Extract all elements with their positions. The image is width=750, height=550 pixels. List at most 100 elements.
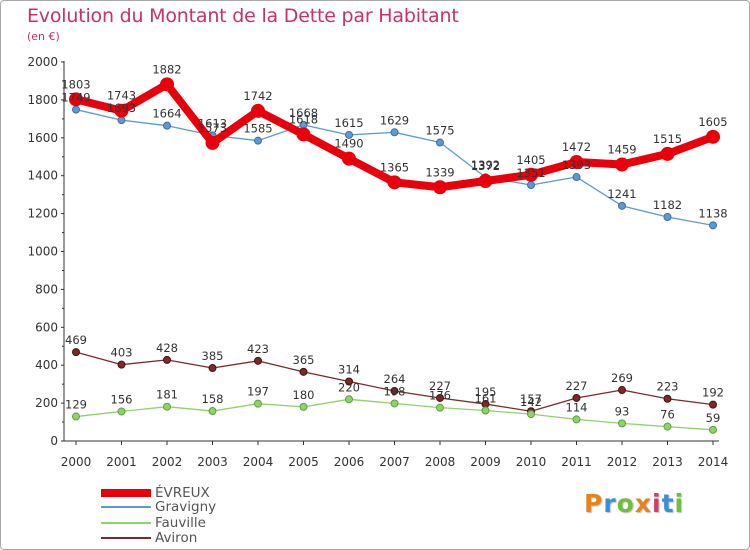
- data-point-fauville: [345, 395, 353, 404]
- y-tick-label: 1400: [27, 169, 58, 183]
- data-point-gravigny: [345, 130, 353, 139]
- data-label-gravigny: 1693: [107, 101, 136, 115]
- data-point-fauville: [481, 406, 490, 415]
- y-tick-label: 1200: [27, 207, 58, 221]
- data-point-evreux: [569, 155, 584, 170]
- data-point-aviron: [299, 367, 308, 376]
- data-label-gravigny: 1615: [334, 116, 363, 130]
- x-tick-label: 2013: [652, 455, 683, 469]
- data-point-evreux: [296, 127, 311, 142]
- data-point-gravigny: [709, 221, 717, 230]
- y-tick-label: 600: [35, 320, 58, 334]
- data-label-fauville: 158: [202, 392, 224, 406]
- data-label-aviron: 365: [293, 353, 315, 367]
- logo-letter-i: i: [652, 489, 662, 518]
- y-tick-label: 400: [35, 358, 58, 372]
- logo-letter-o: o: [616, 489, 635, 518]
- y-tick-label: 0: [50, 434, 58, 448]
- data-point-evreux: [524, 167, 538, 182]
- data-point-evreux: [69, 92, 83, 107]
- data-label-aviron: 227: [429, 379, 451, 393]
- data-label-aviron: 157: [520, 392, 542, 406]
- data-label-fauville: 180: [293, 388, 315, 402]
- data-point-gravigny: [436, 138, 444, 147]
- data-label-evreux: 1405: [516, 153, 545, 167]
- logo-letter-r: r: [603, 489, 617, 518]
- legend-label-aviron: Aviron: [155, 530, 198, 546]
- data-label-aviron: 223: [657, 380, 679, 394]
- data-label-fauville: 114: [566, 400, 588, 414]
- data-point-evreux: [114, 103, 129, 118]
- data-point-gravigny: [572, 173, 581, 182]
- data-label-gravigny: 1585: [243, 122, 272, 136]
- legend-label-gravigny: Gravigny: [155, 499, 217, 515]
- data-label-aviron: 192: [702, 386, 724, 400]
- data-point-fauville: [663, 422, 672, 431]
- x-tick-label: 2007: [379, 455, 410, 469]
- legend-swatch-fauville: [101, 522, 151, 524]
- data-label-evreux: 1459: [607, 143, 636, 157]
- data-point-fauville: [572, 415, 581, 424]
- legend-swatch-aviron: [101, 537, 151, 539]
- data-label-aviron: 469: [65, 333, 87, 347]
- data-label-fauville: 129: [65, 398, 87, 412]
- data-point-gravigny: [117, 116, 126, 125]
- data-point-evreux: [660, 146, 675, 161]
- logo-letter-t: t: [661, 489, 675, 518]
- data-label-aviron: 314: [338, 362, 360, 376]
- legend-item-evreux: ÉVREUX: [101, 485, 361, 501]
- data-label-fauville: 176: [429, 389, 451, 403]
- legend-item-aviron: Aviron: [101, 530, 361, 546]
- data-label-gravigny: 1629: [380, 113, 409, 127]
- data-point-aviron: [117, 360, 126, 369]
- data-label-aviron: 227: [566, 379, 588, 393]
- data-point-gravigny: [618, 201, 626, 210]
- data-label-fauville: 181: [156, 388, 178, 402]
- data-point-aviron: [72, 348, 80, 357]
- data-label-aviron: 269: [611, 371, 633, 385]
- legend-item-gravigny: Gravigny: [101, 499, 361, 515]
- data-label-gravigny: 1182: [653, 198, 682, 212]
- data-label-evreux: 1743: [107, 89, 136, 103]
- data-label-evreux: 1573: [198, 121, 227, 135]
- data-point-evreux: [387, 175, 402, 190]
- data-point-aviron: [208, 364, 217, 373]
- legend-swatch-evreux: [101, 489, 151, 497]
- x-tick-label: 2002: [152, 455, 183, 469]
- data-point-gravigny: [254, 136, 262, 145]
- data-point-evreux: [205, 135, 220, 150]
- data-point-evreux: [706, 129, 720, 144]
- data-label-evreux: 1472: [562, 140, 591, 154]
- data-label-fauville: 76: [660, 408, 675, 422]
- data-label-fauville: 142: [520, 395, 542, 409]
- x-tick-label: 2012: [607, 455, 638, 469]
- data-label-gravigny: 1668: [289, 106, 318, 120]
- y-tick-label: 1800: [27, 93, 58, 107]
- data-label-aviron: 264: [384, 372, 406, 386]
- data-label-fauville: 161: [475, 391, 497, 405]
- x-tick-label: 2004: [243, 455, 274, 469]
- data-label-gravigny: 1138: [698, 206, 727, 220]
- data-label-evreux: 1515: [653, 132, 682, 146]
- data-point-aviron: [663, 394, 672, 403]
- data-point-fauville: [117, 407, 126, 416]
- data-point-evreux: [433, 180, 447, 195]
- proxiti-logo: Proxiti: [584, 489, 684, 518]
- legend-label-fauville: Fauville: [155, 515, 206, 531]
- data-label-aviron: 428: [156, 341, 178, 355]
- logo-letter-i2: i: [674, 489, 685, 518]
- data-point-aviron: [163, 355, 171, 364]
- chart-subtitle: (en €): [27, 30, 60, 43]
- data-point-evreux: [478, 174, 493, 189]
- x-tick-label: 2008: [425, 455, 456, 469]
- data-point-aviron: [345, 377, 353, 386]
- data-point-gravigny: [163, 121, 171, 130]
- logo-letter-p: P: [584, 489, 604, 518]
- data-label-gravigny: 1613: [198, 116, 227, 130]
- data-point-fauville: [72, 412, 80, 421]
- data-point-aviron: [390, 386, 399, 395]
- y-tick-label: 1000: [27, 245, 58, 259]
- data-point-fauville: [436, 403, 444, 412]
- legend-item-fauville: Fauville: [101, 515, 361, 531]
